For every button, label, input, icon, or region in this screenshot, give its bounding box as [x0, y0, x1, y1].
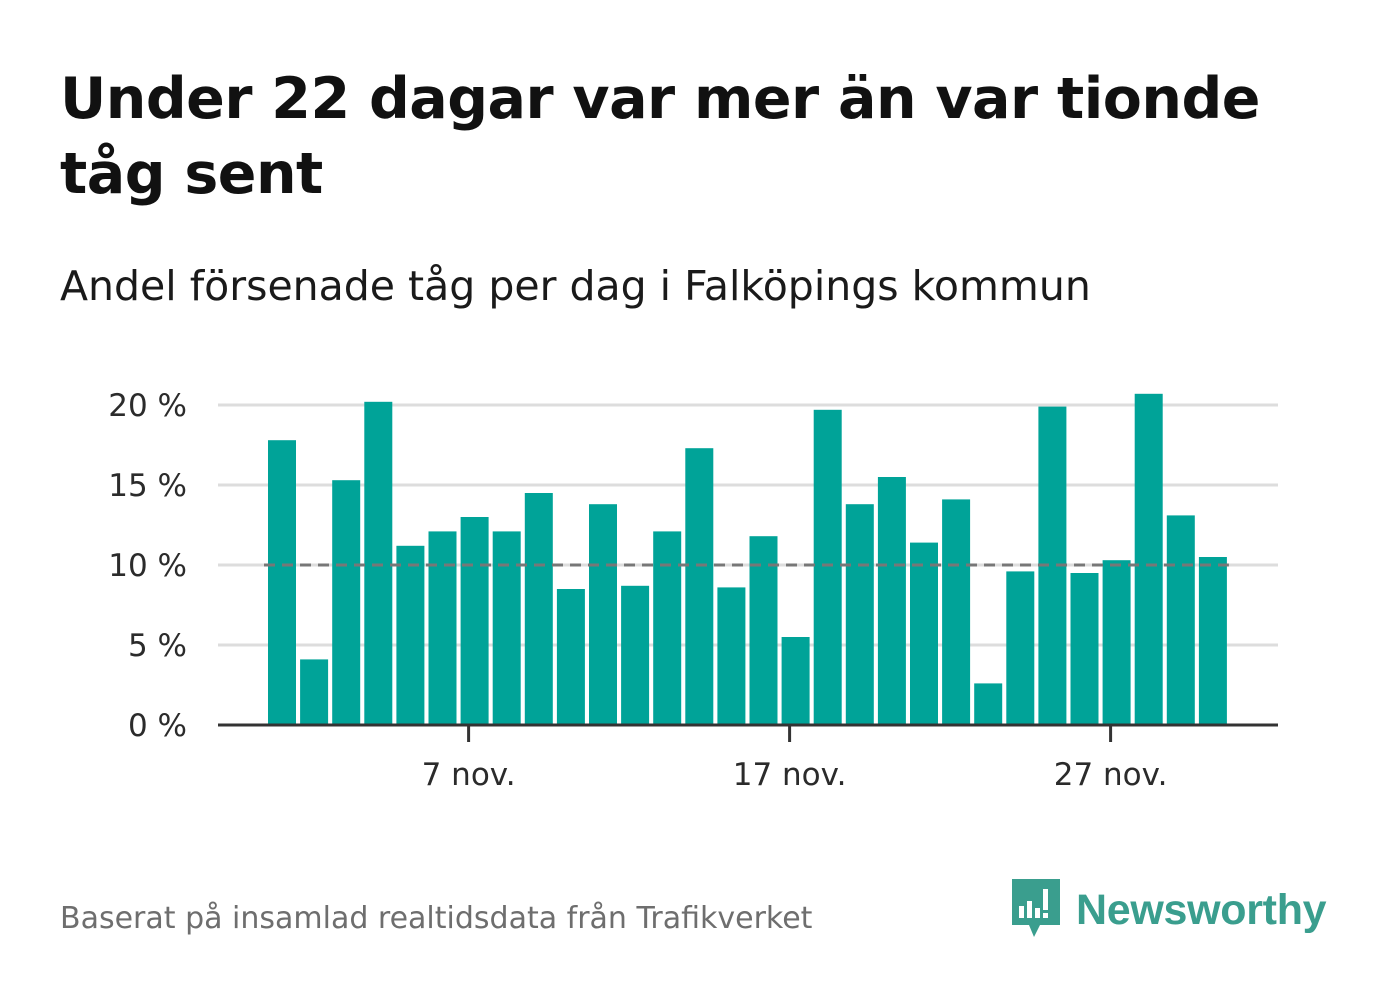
bar [845, 504, 874, 725]
source-note: Baserat på insamlad realtidsdata från Tr… [60, 901, 813, 936]
bar [685, 448, 714, 725]
bar [813, 409, 842, 725]
y-tick-label: 0 % [128, 708, 187, 744]
axes: 0 % 5 % 10 % 15 % 20 % 7 nov. 17 nov. 27 nov. [108, 388, 1278, 793]
bar [428, 531, 457, 725]
newsworthy-chart-bubble-icon [1010, 877, 1062, 943]
bar [300, 659, 329, 725]
bar [877, 477, 906, 725]
bar [396, 545, 425, 725]
bar [556, 589, 585, 725]
y-tick-label: 5 % [128, 628, 187, 664]
bar-chart: 0 % 5 % 10 % 15 % 20 % 7 nov. 17 nov. 27 nov. [108, 388, 1278, 793]
bar [653, 531, 682, 725]
bar [781, 637, 810, 725]
bar [1006, 571, 1035, 725]
chart-title: Under 22 dagar var mer än var tionde tåg… [60, 66, 1260, 207]
bar [1070, 573, 1099, 725]
bar [942, 499, 971, 725]
y-tick-label: 15 % [108, 468, 187, 504]
bar [1198, 557, 1227, 725]
bar [749, 536, 778, 725]
y-tick-label: 20 % [108, 388, 187, 424]
bar [364, 401, 393, 725]
bars [268, 393, 1227, 725]
bar [589, 504, 617, 725]
y-tick-label: 10 % [108, 548, 187, 584]
bar [524, 493, 553, 725]
bar [717, 587, 746, 725]
bar [910, 542, 938, 725]
bar [974, 683, 1003, 725]
bar [1102, 560, 1131, 725]
x-tick-label: 27 nov. [1054, 757, 1168, 793]
brand-logo: Newsworthy [1010, 877, 1327, 943]
bar [332, 480, 361, 725]
bar [460, 517, 489, 725]
bar [1166, 515, 1195, 725]
x-tick-label: 17 nov. [733, 757, 847, 793]
bar [268, 440, 296, 725]
chart-subtitle: Andel försenade tåg per dag i Falköpings… [60, 262, 1091, 310]
x-tick-label: 7 nov. [422, 757, 516, 793]
bar [621, 585, 650, 725]
brand-name: Newsworthy [1076, 885, 1327, 934]
bar [492, 531, 521, 725]
bar [1134, 393, 1163, 725]
